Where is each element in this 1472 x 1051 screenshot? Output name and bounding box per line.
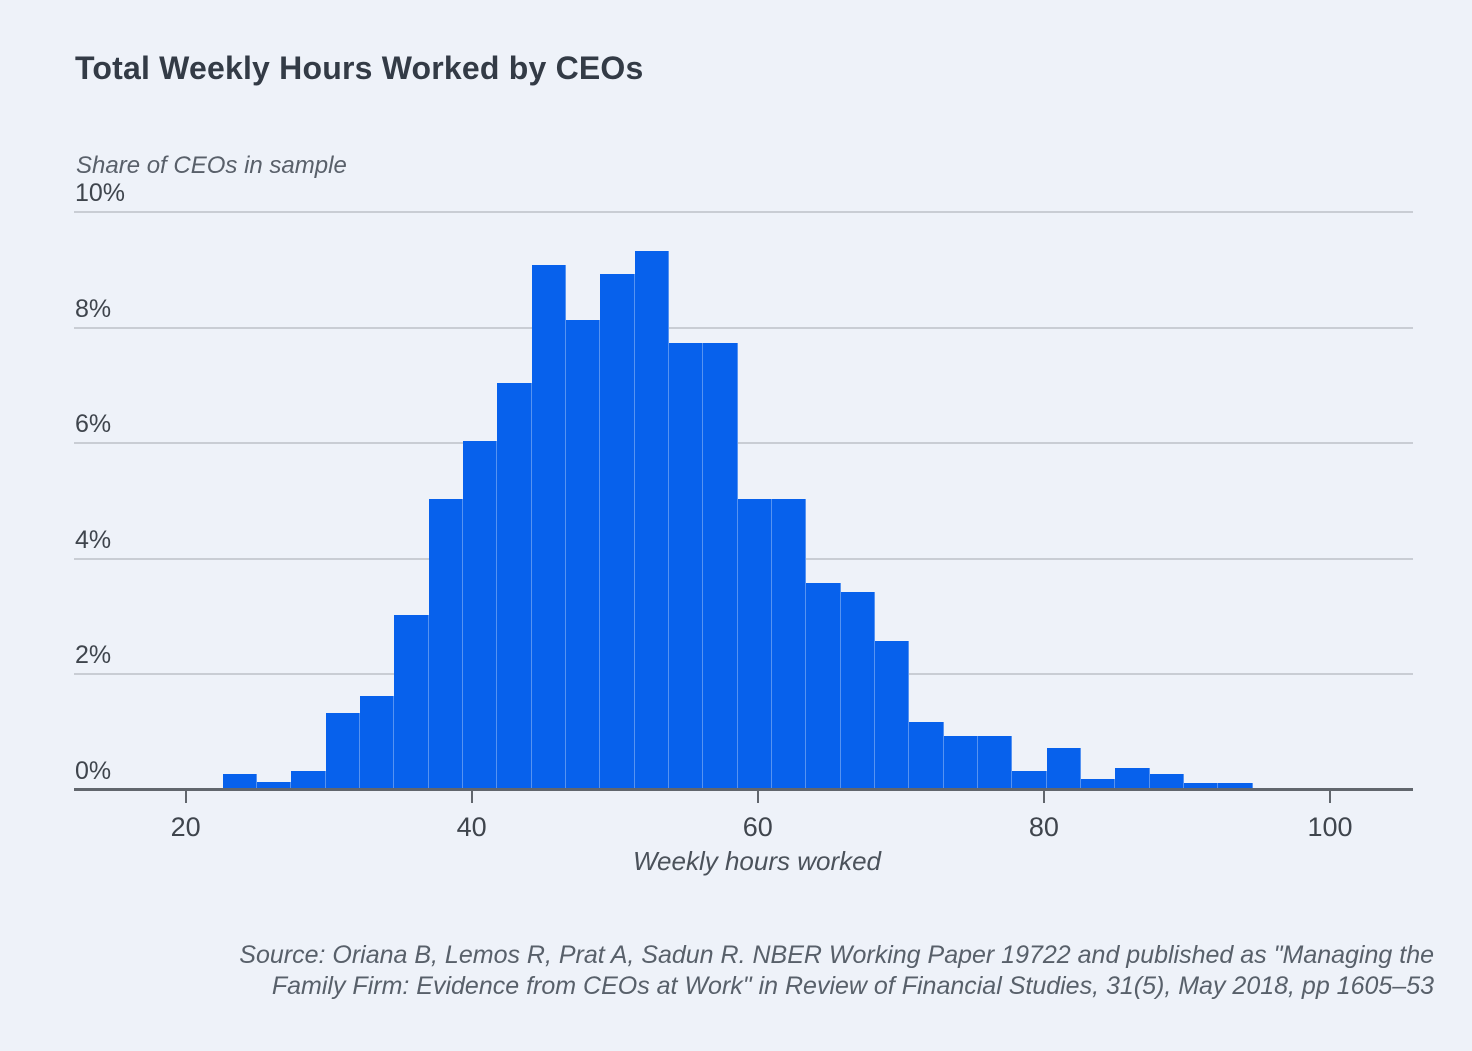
histogram-bar	[531, 264, 567, 788]
plot-area: 0% 2% 4% 6% 8% 10% 20 40 60 80 100	[74, 179, 1413, 842]
chart-title: Total Weekly Hours Worked by CEOs	[75, 50, 644, 86]
histogram-bar	[1012, 770, 1047, 788]
x-tick-mark-100	[1329, 791, 1331, 803]
histogram-bar	[1218, 783, 1253, 788]
histogram-bar	[943, 736, 979, 788]
histogram-bar	[428, 499, 464, 788]
y-tick-label-4pct: 4%	[75, 525, 112, 554]
histogram-bar	[291, 770, 326, 788]
histogram-bar	[222, 773, 258, 788]
histogram-bar	[1184, 783, 1219, 788]
histogram-bar	[600, 273, 635, 788]
histogram-bar	[978, 736, 1013, 788]
x-axis-title: Weekly hours worked	[632, 846, 882, 876]
x-tick-label-20: 20	[170, 812, 201, 842]
y-tick-label-6pct: 6%	[75, 410, 112, 439]
source-citation: Source: Oriana B, Lemos R, Prat A, Sadun…	[234, 940, 1434, 1002]
histogram-bar	[634, 250, 670, 788]
histogram-bar	[360, 695, 395, 788]
histogram-bar	[1149, 773, 1185, 788]
histogram-bar	[1115, 767, 1150, 788]
histogram-bar	[772, 499, 807, 788]
gridline-6pct	[74, 442, 1413, 445]
histogram-bar	[737, 499, 773, 788]
histogram-bar	[394, 614, 429, 788]
gridline-10pct	[74, 211, 1413, 213]
x-tick-mark-20	[184, 791, 187, 803]
source-line-2: Family Firm: Evidence from CEOs at Work"…	[271, 972, 1434, 1000]
x-tick-label-60: 60	[742, 812, 773, 842]
histogram-bar	[566, 319, 601, 788]
histogram-bar	[703, 342, 738, 788]
x-tick-label-100: 100	[1307, 812, 1353, 842]
y-tick-label-10pct: 10%	[75, 179, 126, 207]
histogram-bar	[1081, 779, 1116, 788]
y-tick-label-8pct: 8%	[75, 294, 112, 323]
y-tick-label-2pct: 2%	[75, 641, 112, 670]
histogram-bar	[909, 721, 944, 788]
histogram-bar	[669, 342, 704, 788]
histogram-bar	[257, 782, 292, 788]
gridline-8pct	[74, 326, 1413, 329]
y-axis-title: Share of CEOs in sample	[76, 152, 347, 179]
histogram-bar	[497, 383, 532, 788]
x-tick-label-80: 80	[1028, 812, 1059, 842]
histogram-bar	[325, 712, 361, 788]
histogram-bar	[840, 591, 876, 788]
x-tick-label-40: 40	[456, 812, 487, 842]
x-tick-mark-60	[756, 791, 759, 803]
histogram-bar	[806, 582, 841, 788]
histogram-bar	[875, 640, 910, 788]
x-tick-mark-80	[1042, 791, 1045, 803]
x-tick-mark-40	[470, 791, 473, 803]
histogram-bar	[463, 441, 498, 788]
source-line-1: Source: Oriana B, Lemos R, Prat A, Sadun…	[239, 941, 1434, 969]
y-tick-label-0pct: 0%	[75, 757, 112, 785]
histogram-bar	[1046, 747, 1082, 788]
x-axis-line	[74, 788, 1413, 791]
